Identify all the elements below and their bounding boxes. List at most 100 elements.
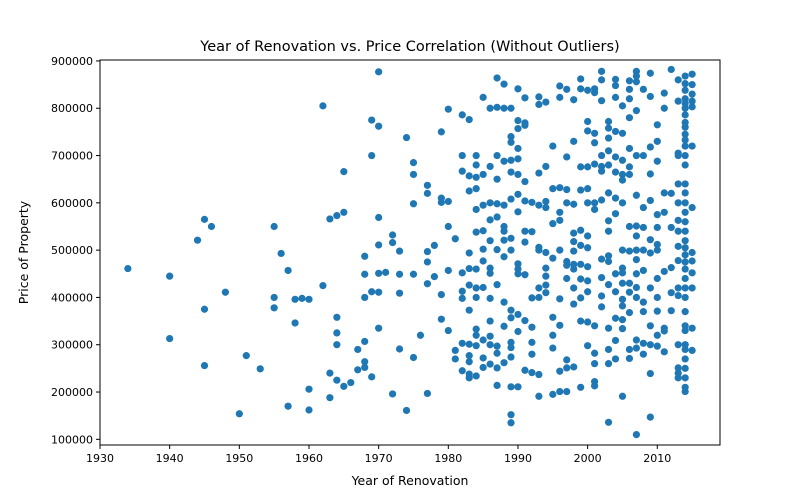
y-tick-label: 300000 [51, 339, 93, 352]
data-point [618, 302, 627, 310]
data-point [514, 124, 522, 133]
data-point [507, 104, 515, 112]
data-point [500, 104, 508, 112]
data-point [646, 143, 654, 151]
data-point [521, 177, 529, 186]
data-point [584, 244, 592, 252]
data-point [639, 203, 647, 212]
data-point [200, 305, 209, 313]
data-point [500, 201, 508, 209]
data-point [604, 161, 613, 169]
data-point [625, 222, 634, 231]
data-point [521, 271, 529, 279]
data-point [305, 406, 313, 414]
data-point [570, 247, 578, 255]
data-point [674, 242, 682, 250]
data-point [597, 167, 606, 175]
data-point [493, 342, 501, 350]
data-point [521, 366, 529, 374]
data-point [688, 97, 696, 105]
data-point [681, 251, 689, 259]
data-point [681, 199, 689, 207]
data-point [674, 291, 682, 300]
x-tick-label: 1980 [434, 452, 462, 465]
data-point [514, 85, 522, 93]
data-point [584, 127, 592, 135]
data-point [646, 249, 654, 257]
data-point [535, 169, 543, 177]
data-point [632, 78, 641, 86]
data-point [514, 310, 522, 319]
data-point [333, 329, 341, 337]
data-point [486, 199, 494, 207]
data-point [500, 253, 508, 261]
data-point [667, 223, 675, 232]
data-point [486, 360, 494, 368]
data-point [542, 264, 550, 272]
data-point [618, 269, 627, 277]
data-point [604, 134, 613, 142]
data-points [124, 65, 696, 439]
data-point [382, 268, 390, 276]
data-point [423, 280, 432, 288]
data-point [604, 227, 613, 235]
data-point [535, 93, 543, 101]
data-point [361, 363, 369, 372]
data-point [514, 116, 522, 125]
data-point [402, 406, 411, 415]
data-point [653, 211, 661, 219]
data-point [625, 308, 634, 317]
data-point [563, 364, 571, 372]
data-point [577, 85, 585, 93]
data-point [514, 270, 522, 278]
data-point [646, 322, 654, 330]
data-point [472, 342, 480, 350]
data-point [618, 102, 627, 110]
data-point [549, 142, 557, 150]
data-point [472, 284, 480, 292]
data-point [375, 213, 383, 222]
data-point [368, 116, 376, 124]
data-point [528, 294, 536, 302]
data-point [354, 366, 362, 374]
data-point [395, 270, 404, 278]
data-point [486, 341, 494, 349]
data-point [674, 256, 682, 265]
data-point [639, 85, 647, 93]
data-point [625, 170, 634, 179]
data-point [570, 284, 578, 292]
data-point [507, 411, 515, 419]
data-point [375, 269, 383, 277]
data-point [458, 111, 466, 119]
data-point [395, 345, 404, 353]
data-point [514, 327, 522, 336]
data-point [639, 151, 647, 160]
data-point [493, 200, 501, 208]
data-point [284, 266, 292, 275]
data-point [563, 185, 571, 194]
data-point [507, 234, 515, 242]
data-point [584, 277, 592, 285]
data-point [639, 350, 647, 358]
data-point [333, 376, 341, 384]
data-point [409, 270, 418, 278]
data-point [493, 246, 501, 254]
data-point [340, 382, 348, 390]
data-point [284, 402, 292, 410]
data-point [479, 227, 487, 235]
data-point [472, 372, 480, 380]
data-point [618, 199, 627, 207]
data-point [681, 130, 689, 138]
data-point [604, 252, 613, 260]
data-point [479, 283, 487, 292]
data-point [639, 266, 647, 275]
data-point [618, 176, 627, 184]
data-point [500, 80, 508, 88]
data-point [375, 288, 383, 296]
y-tick-label: 800000 [51, 102, 93, 115]
data-point [597, 97, 606, 105]
data-point [556, 184, 564, 192]
data-point [563, 274, 571, 283]
data-point [507, 133, 515, 141]
